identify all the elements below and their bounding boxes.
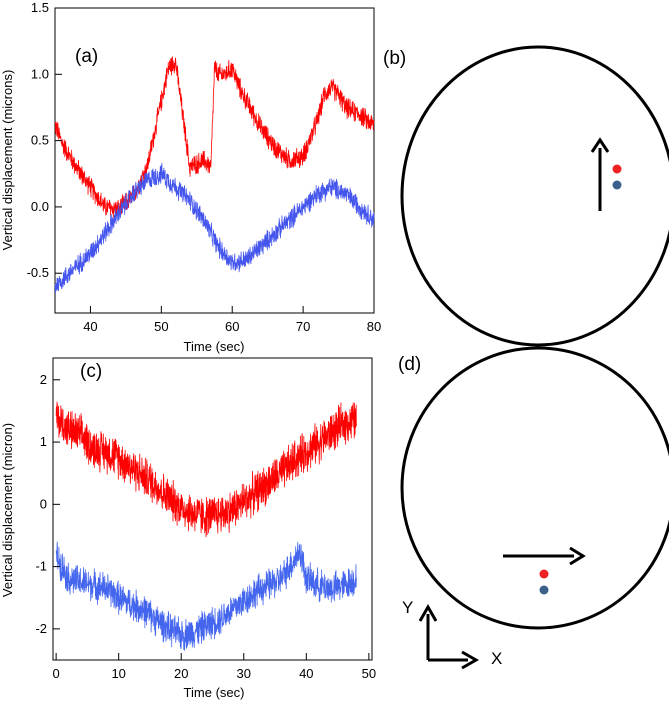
x-axis-arrow-icon [461, 650, 480, 670]
series-blue-a [54, 162, 375, 294]
ytick-label: -1 [35, 559, 47, 574]
series-red-a [54, 56, 375, 218]
ytick-label: -2 [35, 621, 47, 636]
xtick-label: 50 [154, 319, 168, 334]
series-red-c [55, 401, 357, 538]
ytick-label: 0.5 [31, 133, 49, 148]
chart-a-frame [54, 7, 375, 314]
chart-a-yticks: -0.5 0.0 0.5 1.0 1.5 [27, 0, 62, 280]
chart-a-xlabel: Time (sec) [184, 339, 245, 354]
xtick-label: 30 [237, 666, 251, 681]
blue-dot-d [539, 585, 549, 595]
ytick-label: -0.5 [27, 265, 49, 280]
xtick-label: 20 [174, 666, 188, 681]
red-dot-b [612, 164, 622, 174]
xtick-label: 0 [53, 666, 60, 681]
x-axis-label: X [491, 649, 502, 668]
xtick-label: 50 [362, 666, 376, 681]
arrow-right-icon [569, 546, 586, 566]
xtick-label: 40 [299, 666, 313, 681]
circle-d [400, 346, 669, 630]
circle-b [400, 45, 669, 347]
diagram-d: (d) Y X [398, 346, 669, 670]
xtick-label: 40 [83, 319, 97, 334]
xtick-label: 70 [296, 319, 310, 334]
panel-label-b: (b) [383, 48, 406, 69]
xtick-label: 60 [225, 319, 239, 334]
chart-a-series [54, 56, 375, 294]
chart-c: -2 -1 0 1 2 0 10 20 30 40 50 Time (sec) Vertical … [0, 357, 376, 700]
red-dot-d [539, 569, 549, 579]
chart-a-ylabel: Vertical displacement (microns) [0, 70, 15, 251]
series-blue-c [55, 541, 357, 651]
diagram-b: (b) [383, 45, 669, 347]
panel-label-a: (a) [75, 46, 98, 67]
panel-label-d: (d) [398, 354, 421, 375]
y-axis-arrow-icon [418, 603, 438, 622]
y-axis-label: Y [402, 598, 413, 617]
ytick-label: 1 [40, 434, 47, 449]
chart-c-ylabel: Vertical displacement (micron) [0, 423, 15, 597]
xtick-label: 10 [111, 666, 125, 681]
chart-c-xticks: 0 10 20 30 40 50 [53, 653, 376, 681]
chart-a: -0.5 0.0 0.5 1.0 1.5 40 50 60 70 80 Time (sec) V… [0, 0, 381, 354]
ytick-label: 1.0 [31, 66, 49, 81]
ytick-label: 0 [40, 496, 47, 511]
chart-c-xlabel: Time (sec) [184, 685, 245, 700]
ytick-label: 0.0 [31, 199, 49, 214]
chart-c-series [55, 401, 357, 651]
ytick-label: 1.5 [31, 0, 49, 15]
arrow-up-icon [590, 137, 610, 153]
blue-dot-b [612, 180, 622, 190]
xtick-label: 80 [367, 319, 381, 334]
chart-c-frame [52, 357, 373, 661]
chart-c-yticks: -2 -1 0 1 2 [35, 372, 60, 636]
chart-a-xticks: 40 50 60 70 80 [83, 306, 381, 334]
panel-label-c: (c) [80, 361, 102, 382]
ytick-label: 2 [40, 372, 47, 387]
